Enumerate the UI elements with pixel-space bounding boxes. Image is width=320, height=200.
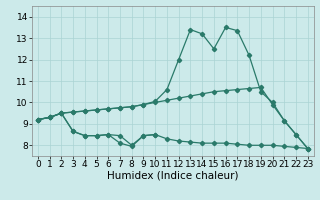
X-axis label: Humidex (Indice chaleur): Humidex (Indice chaleur) bbox=[107, 171, 238, 181]
